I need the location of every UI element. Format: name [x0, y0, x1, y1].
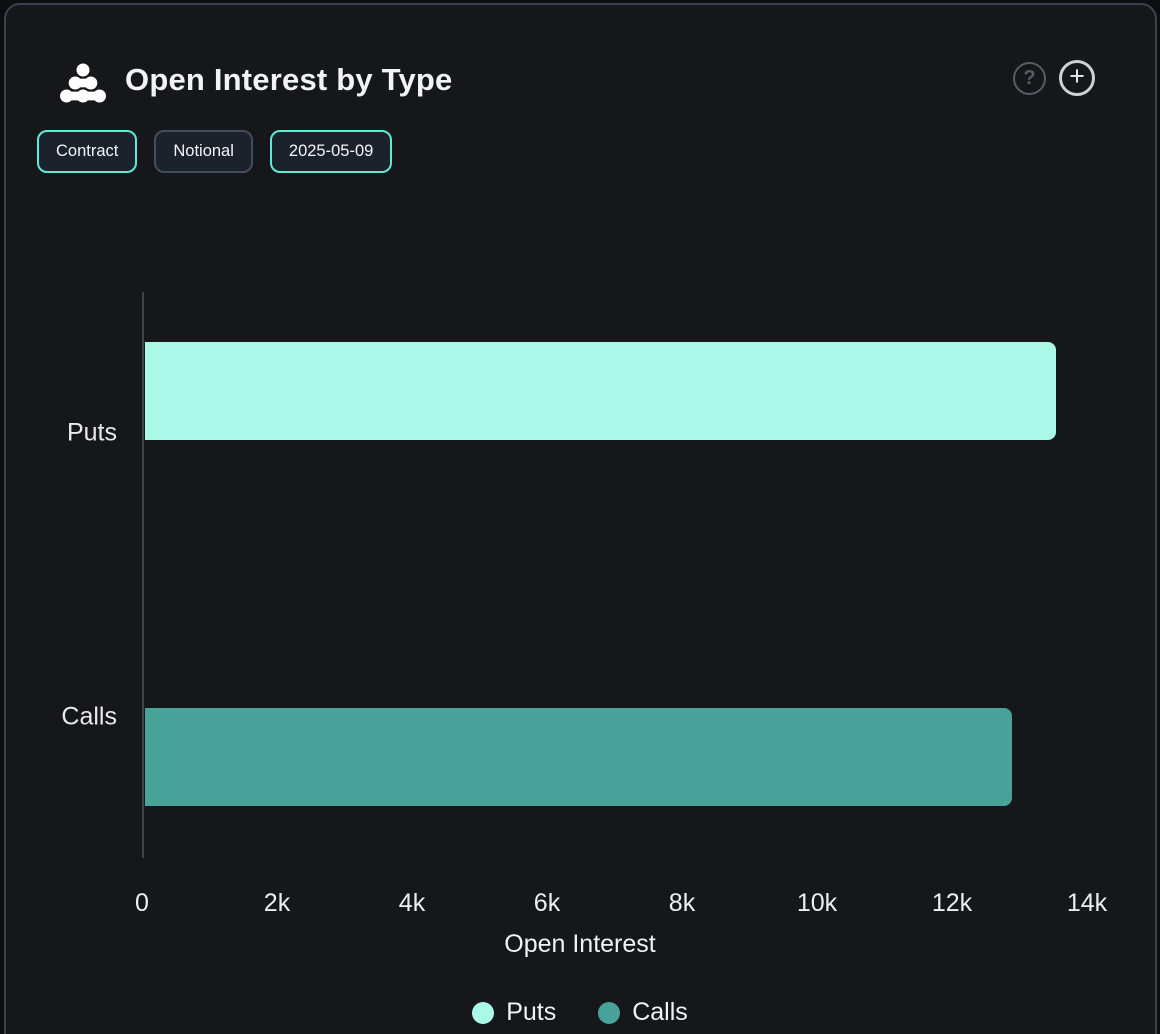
x-tick-label-6k: 6k — [533, 889, 561, 917]
toolbar: Contract Notional 2025-05-09 — [37, 130, 393, 173]
bar-calls[interactable] — [145, 708, 1012, 806]
legend-label: Calls — [632, 998, 688, 1026]
toolbar-button-contract[interactable]: Contract — [37, 130, 138, 173]
toolbar-button-notional[interactable]: Notional — [154, 130, 253, 173]
help-icon[interactable]: ? — [1013, 62, 1046, 95]
cluster-dots-logo-icon — [60, 63, 106, 103]
add-icon[interactable]: + — [1059, 60, 1095, 96]
legend-dot-calls — [598, 1001, 621, 1024]
x-tick-label-14k: 14k — [1066, 889, 1108, 917]
legend-item-puts[interactable]: Puts — [472, 998, 556, 1027]
x-tick-label-2k: 2k — [263, 889, 291, 917]
x-tick-label-4k: 4k — [398, 889, 426, 917]
y-tick-label-puts: Puts — [66, 418, 117, 447]
help-glyph: ? — [1023, 67, 1036, 89]
toolbar-button-2025-05-09[interactable]: 2025-05-09 — [269, 130, 393, 173]
chart-card — [4, 3, 1157, 1034]
x-tick-label-8k: 8k — [668, 889, 696, 917]
x-tick-label-0: 0 — [135, 889, 149, 917]
x-axis-title: Open Interest — [504, 930, 656, 958]
legend-label: Puts — [506, 998, 557, 1026]
x-tick-label-12k: 12k — [931, 889, 973, 917]
x-tick-label-10k: 10k — [796, 889, 838, 917]
y-tick-label-calls: Calls — [61, 702, 117, 731]
legend-item-calls[interactable]: Calls — [598, 998, 688, 1027]
plus-glyph: + — [1069, 61, 1085, 91]
page-title: Open Interest by Type — [125, 62, 453, 97]
y-axis-line — [142, 292, 144, 858]
legend-dot-puts — [472, 1001, 495, 1024]
chart-legend: Puts Calls — [0, 998, 1160, 1027]
bar-puts[interactable] — [145, 342, 1056, 440]
